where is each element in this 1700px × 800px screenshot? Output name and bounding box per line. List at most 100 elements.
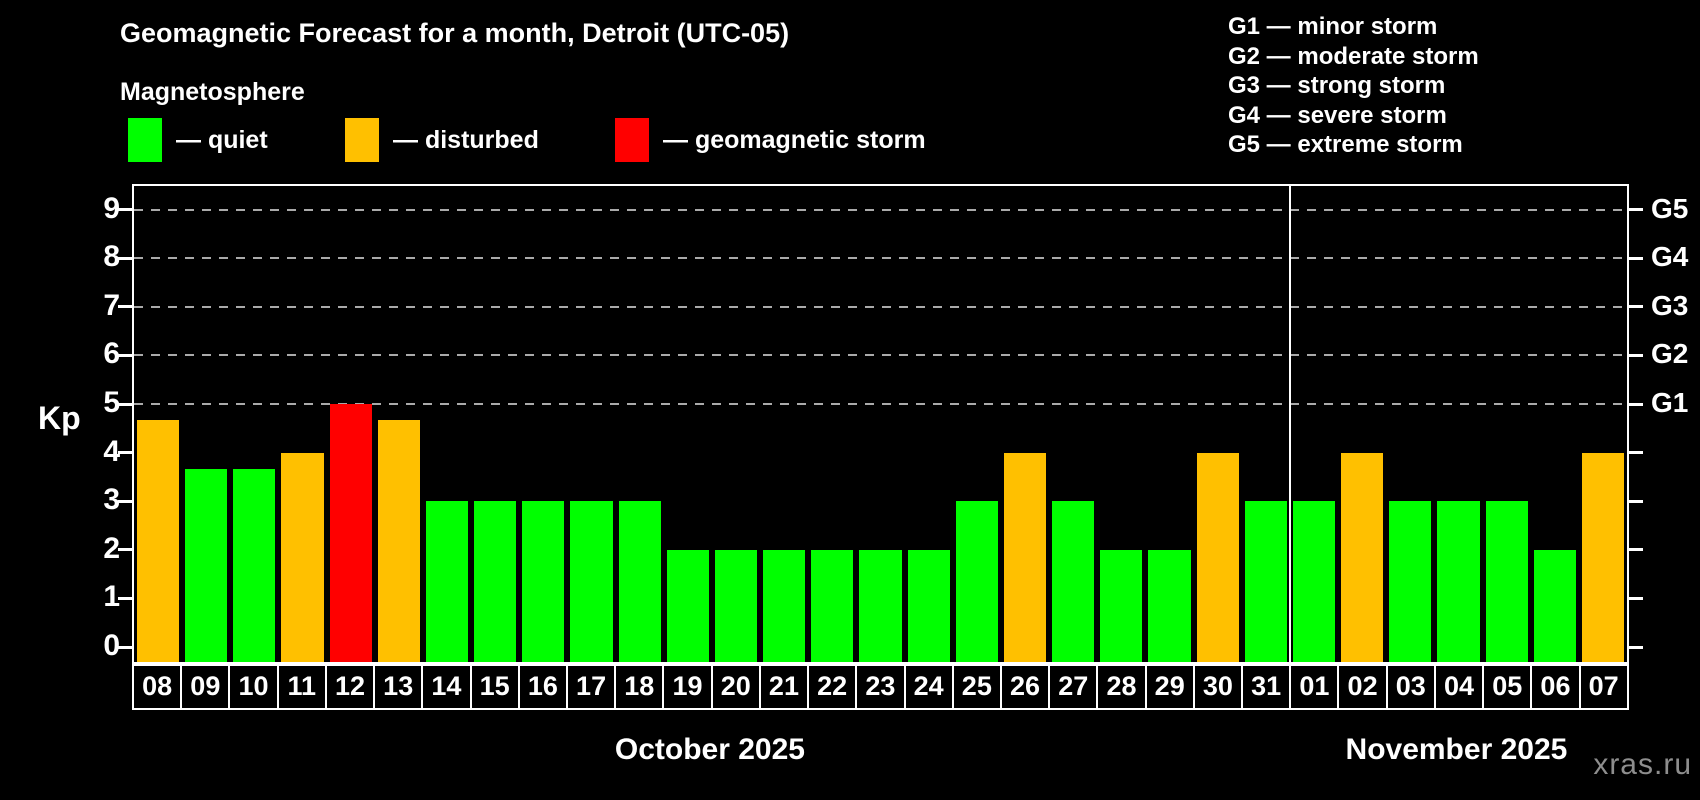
y-axis-label-7: 7 xyxy=(103,288,120,322)
kp-bar-18 xyxy=(618,501,661,664)
day-label-15: 15 xyxy=(472,664,520,708)
kp-bar-10 xyxy=(233,468,276,664)
day-label-07: 07 xyxy=(1588,670,1619,701)
y-axis-tick-right-4 xyxy=(1629,451,1643,455)
storm-scale-line-g1: G1 — minor storm xyxy=(1228,13,1438,40)
plot-area: 0 1 2 3 4 5 6 7 8 9 G1 G2 G3 G4 G5 xyxy=(103,184,1688,666)
kp-bar-03 xyxy=(1389,501,1432,664)
gridline-kp7 xyxy=(134,305,1627,308)
kp-bar-24 xyxy=(907,549,950,664)
y-axis-tick-right-8 xyxy=(1629,256,1643,260)
y-axis-tick-left-5 xyxy=(118,402,132,406)
kp-bar-15 xyxy=(474,501,517,664)
day-label-02: 02 xyxy=(1339,664,1388,708)
month-label-october: October 2025 xyxy=(614,733,805,766)
day-label-09: 09 xyxy=(182,664,231,708)
day-label-29: 29 xyxy=(1147,664,1195,708)
day-label-22: 22 xyxy=(809,664,858,708)
kp-bar-25 xyxy=(955,501,998,664)
kp-bar-12 xyxy=(329,404,372,664)
kp-bar-06 xyxy=(1533,549,1576,664)
gridline-kp5 xyxy=(134,403,1627,405)
kp-bar-31 xyxy=(1244,501,1287,664)
day-label-20: 20 xyxy=(713,664,761,708)
y-axis-label-6: 6 xyxy=(103,337,120,371)
g-scale-label-g4: G4 xyxy=(1651,241,1689,273)
day-label-26: 26 xyxy=(1002,664,1051,708)
storm-scale-line-g2: G2 — moderate storm xyxy=(1228,42,1479,70)
day-label-14: 14 xyxy=(423,664,472,708)
y-axis-label-1: 1 xyxy=(103,580,120,614)
y-axis-label-5: 5 xyxy=(103,386,120,419)
day-label-31: 31 xyxy=(1243,664,1292,708)
day-label-13: 13 xyxy=(375,664,424,708)
day-label-11: 11 xyxy=(279,664,327,708)
y-axis-label-4: 4 xyxy=(103,434,120,468)
y-axis-tick-right-6 xyxy=(1629,353,1643,357)
g-scale-label-g3: G3 xyxy=(1651,289,1689,321)
y-axis-tick-right-1 xyxy=(1629,596,1643,600)
day-label-30: 30 xyxy=(1195,664,1244,708)
storm-scale-legend: G1 — minor storm G2 — moderate storm G3 … xyxy=(1228,12,1479,160)
chart-title: Geomagnetic Forecast for a month, Detroi… xyxy=(120,18,790,48)
legend-label-storm: — geomagnetic storm xyxy=(663,125,926,154)
day-label-10: 10 xyxy=(230,664,279,708)
g-scale-label-g5: G5 xyxy=(1651,192,1689,224)
y-axis-tick-left-4 xyxy=(118,451,132,455)
kp-bar-29 xyxy=(1148,549,1191,664)
day-label-16: 16 xyxy=(520,664,568,708)
y-axis-tick-right-3 xyxy=(1629,499,1643,503)
storm-color-swatch xyxy=(615,118,649,162)
y-axis-tick-left-8 xyxy=(118,256,132,260)
day-label-24: 24 xyxy=(906,664,954,708)
kp-bar-21 xyxy=(763,549,806,664)
kp-bar-07 xyxy=(1581,452,1624,664)
kp-bar-01 xyxy=(1292,501,1336,664)
kp-bar-26 xyxy=(1003,452,1047,664)
y-axis-tick-right-5 xyxy=(1629,402,1643,406)
day-label-18: 18 xyxy=(616,664,665,708)
day-label-03: 03 xyxy=(1388,664,1436,708)
gridline-kp8 xyxy=(134,257,1627,260)
quiet-color-swatch xyxy=(128,118,162,162)
kp-bar-16 xyxy=(522,501,565,664)
kp-bar-28 xyxy=(1100,549,1143,664)
kp-bar-02 xyxy=(1341,452,1384,664)
y-axis-tick-left-3 xyxy=(118,499,132,503)
kp-bar-08 xyxy=(137,420,180,664)
day-label-05: 05 xyxy=(1484,664,1533,708)
kp-bar-30 xyxy=(1196,452,1239,664)
y-axis-tick-right-9 xyxy=(1629,208,1643,212)
kp-bar-23 xyxy=(859,549,902,664)
day-label-17: 17 xyxy=(568,664,617,708)
g-scale-label-g2: G2 xyxy=(1651,338,1689,370)
day-label-12: 12 xyxy=(327,664,376,708)
y-axis-tick-left-1 xyxy=(118,596,132,600)
y-axis-tick-right-7 xyxy=(1629,305,1643,309)
kp-bar-17 xyxy=(570,501,613,664)
y-axis-tick-right-0 xyxy=(1629,645,1643,649)
y-axis-tick-left-0 xyxy=(118,645,132,649)
day-label-27: 27 xyxy=(1050,664,1099,708)
day-label-28: 28 xyxy=(1098,664,1147,708)
kp-bar-19 xyxy=(666,549,709,664)
y-axis-tick-right-2 xyxy=(1629,548,1643,552)
kp-bar-11 xyxy=(281,452,324,664)
gridline-kp6 xyxy=(134,354,1627,357)
kp-bar-20 xyxy=(714,549,758,664)
legend-item-disturbed: — disturbed xyxy=(345,118,539,162)
day-label-21: 21 xyxy=(761,664,810,708)
kp-bar-04 xyxy=(1437,501,1480,664)
g-scale-label-g1: G1 xyxy=(1651,387,1689,418)
legend-label-disturbed: — disturbed xyxy=(393,125,539,154)
watermark: xras.ru xyxy=(1593,748,1692,781)
y-axis-label-3: 3 xyxy=(103,483,120,517)
y-axis-title: Kp xyxy=(38,400,81,436)
chart-subtitle: Magnetosphere xyxy=(120,78,305,106)
legend-label-quiet: — quiet xyxy=(176,125,268,154)
y-axis-label-9: 9 xyxy=(103,191,120,225)
day-label-25: 25 xyxy=(954,664,1002,708)
storm-scale-line-g3: G3 — strong storm xyxy=(1228,72,1446,99)
kp-bar-22 xyxy=(811,549,854,664)
